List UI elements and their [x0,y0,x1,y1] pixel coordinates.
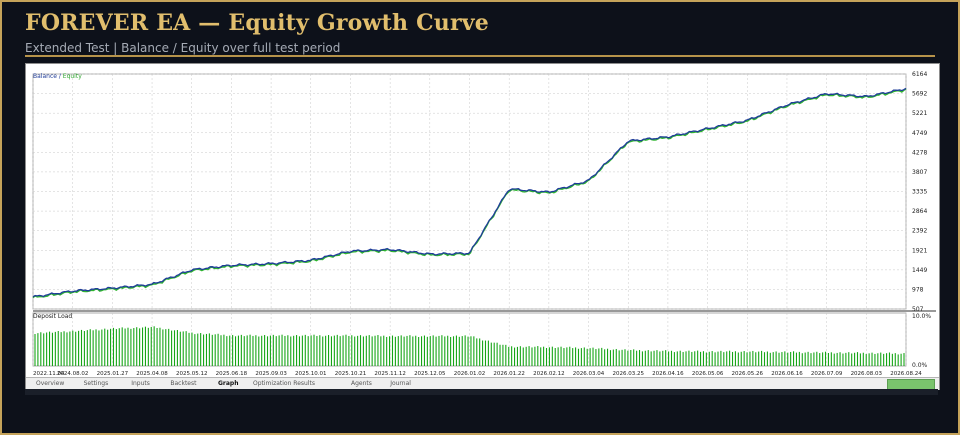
x-tick-label: 2025.09.03 [255,371,287,377]
x-tick-label: 2025.01.27 [97,371,129,377]
x-tick-label: 2026.03.04 [573,371,605,377]
x-tick-label: 2025.06.18 [216,371,248,377]
title-divider [25,55,935,57]
y-tick-label: 4278 [912,149,927,156]
tab-overview[interactable]: Overview [36,380,65,387]
page-title: FOREVER EA — Equity Growth Curve [25,10,489,36]
x-tick-label: 2026.07.09 [811,371,843,377]
y-tick-label: 5221 [912,110,927,117]
x-tick-label: 2026.05.26 [732,371,764,377]
y-tick-label: 507 [912,306,924,313]
y-tick-label: 4749 [912,130,927,137]
x-tick-label: 2025.10.01 [295,371,327,377]
y-tick-label: 6164 [912,71,927,78]
x-tick-label: 2022.11.04 [33,371,65,377]
deposit-load-max-label: 10.0% [912,313,931,320]
balance-line [32,87,907,298]
deposit-load-label: Deposit Load [33,313,73,320]
x-tick-label: 2025.12.05 [414,371,446,377]
y-tick-label: 2864 [912,208,927,215]
legend-equity: Equity [62,73,82,80]
legend-balance: Balance [33,73,57,80]
page-subtitle: Extended Test | Balance / Equity over fu… [25,41,341,55]
deposit-load-min-label: 0.0% [912,362,928,369]
x-tick-label: 2024.08.02 [57,371,89,377]
x-tick-label: 2026.08.03 [851,371,883,377]
x-tick-label: 2026.01.22 [493,371,525,377]
y-tick-label: 1449 [912,267,927,274]
tab-optimization-results[interactable]: Optimization Results [253,380,315,387]
tab-graph[interactable]: Graph [218,380,239,387]
x-tick-label: 2026.05.06 [692,371,724,377]
x-tick-label: 2026.08.24 [890,371,922,377]
chart-legend: Balance / Equity [33,73,82,80]
tab-inputs[interactable]: Inputs [131,380,150,387]
tab-agents[interactable]: Agents [351,380,372,387]
tab-backtest[interactable]: Backtest [170,380,197,387]
x-tick-label: 2026.06.16 [771,371,803,377]
x-tick-label: 2026.02.12 [533,371,565,377]
y-tick-label: 2392 [912,228,927,235]
tab-journal[interactable]: Journal [390,380,411,387]
y-tick-label: 978 [912,286,924,293]
tester-graph-panel: 6164 5692 5221 4749 4278 3807 3335 2864 2392 1921… [25,63,940,390]
y-tick-label: 3335 [912,189,927,196]
y-tick-label: 3807 [912,169,927,176]
x-tick-label: 2026.03.25 [612,371,644,377]
equity-chart: 6164 5692 5221 4749 4278 3807 3335 2864 2392 1921… [32,71,936,377]
x-tick-label: 2026.01.02 [454,371,486,377]
x-tick-label: 2025.04.08 [136,371,168,377]
panel-bottom-edge [25,389,938,395]
x-tick-label: 2026.04.16 [652,371,684,377]
y-tick-label: 1921 [912,247,927,254]
x-tick-label: 2025.10.21 [335,371,367,377]
x-tick-label: 2025.11.12 [374,371,406,377]
y-tick-label: 5692 [912,91,927,98]
tab-settings[interactable]: Settings [83,380,109,387]
x-tick-label: 2025.05.12 [176,371,208,377]
legend-separator: / [56,73,63,80]
